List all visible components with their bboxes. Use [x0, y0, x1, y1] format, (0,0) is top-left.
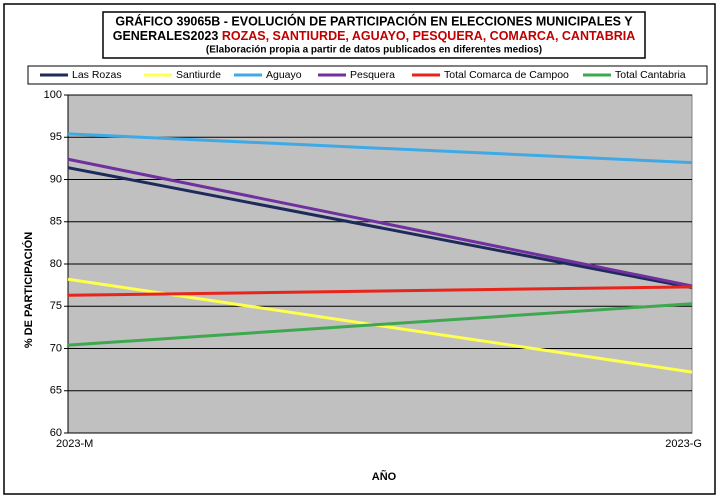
y-tick-label: 60: [50, 427, 62, 439]
legend-label: Total Comarca de Campoo: [444, 69, 569, 81]
series-line: [67, 285, 693, 297]
x-tick-label: 2023-M: [56, 438, 93, 450]
chart-title: GENERALES2023 ROZAS, SANTIURDE, AGUAYO, …: [113, 29, 636, 43]
y-tick-label: 75: [50, 300, 62, 312]
legend-label: Santiurde: [176, 69, 221, 81]
x-tick-label: 2023-G: [665, 438, 702, 450]
legend-box: [27, 65, 708, 85]
legend-label: Las Rozas: [72, 69, 122, 81]
y-tick-label: 65: [50, 385, 62, 397]
legend-label: Pesquera: [350, 69, 395, 81]
y-tick-label: 80: [50, 258, 62, 270]
series-line: [67, 166, 693, 290]
chart-title: GRÁFICO 39065B - EVOLUCIÓN DE PARTICIPAC…: [115, 13, 633, 28]
y-tick-label: 100: [44, 89, 62, 101]
y-tick-label: 70: [50, 342, 62, 354]
series-line: [67, 157, 693, 288]
y-tick-label: 90: [50, 173, 62, 185]
series-line: [67, 132, 693, 165]
y-tick-label: 95: [50, 131, 62, 143]
x-axis-label: AÑO: [372, 470, 397, 483]
y-tick-label: 85: [50, 216, 62, 228]
series-line: [67, 302, 693, 347]
chart-subtitle: (Elaboración propia a partir de datos pu…: [206, 45, 542, 56]
chart-title-highlight: ROZAS, SANTIURDE, AGUAYO, PESQUERA, COMA…: [222, 29, 635, 43]
legend-label: Total Cantabria: [615, 69, 686, 81]
y-axis-label: % DE PARTICIPACIÓN: [22, 232, 35, 348]
legend-label: Aguayo: [266, 69, 302, 81]
title-box: [102, 11, 646, 59]
chart-title: GENERALES2023: [113, 29, 219, 43]
